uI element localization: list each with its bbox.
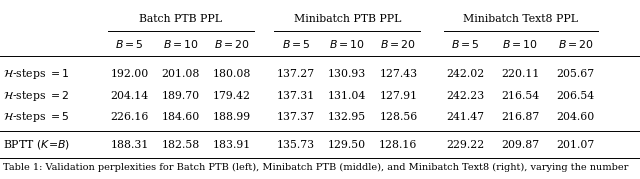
- Text: 129.50: 129.50: [328, 140, 366, 150]
- Text: $\mathcal{H}$-steps $= 2$: $\mathcal{H}$-steps $= 2$: [3, 89, 70, 103]
- Text: 128.56: 128.56: [380, 112, 417, 122]
- Text: 188.99: 188.99: [213, 112, 251, 122]
- Text: 127.91: 127.91: [380, 91, 417, 101]
- Text: 184.60: 184.60: [162, 112, 200, 122]
- Text: 201.08: 201.08: [162, 69, 200, 79]
- Text: 180.08: 180.08: [213, 69, 251, 79]
- Text: 206.54: 206.54: [557, 91, 595, 101]
- Text: 204.60: 204.60: [557, 112, 595, 122]
- Text: $B=5$: $B=5$: [451, 38, 480, 50]
- Text: 220.11: 220.11: [501, 69, 539, 79]
- Text: 216.87: 216.87: [501, 112, 539, 122]
- Text: 189.70: 189.70: [162, 91, 200, 101]
- Text: 188.31: 188.31: [111, 140, 148, 150]
- Text: 242.23: 242.23: [447, 91, 484, 101]
- Text: 241.47: 241.47: [447, 112, 484, 122]
- Text: 204.14: 204.14: [111, 91, 148, 101]
- Text: $B=20$: $B=20$: [557, 38, 594, 50]
- Text: $\mathcal{H}$-steps $= 1$: $\mathcal{H}$-steps $= 1$: [3, 67, 70, 81]
- Text: 137.27: 137.27: [277, 69, 315, 79]
- Text: 128.16: 128.16: [380, 140, 417, 150]
- Text: 137.31: 137.31: [277, 91, 315, 101]
- Text: $B=20$: $B=20$: [380, 38, 417, 50]
- Text: 216.54: 216.54: [501, 91, 539, 101]
- Text: Batch PTB PPL: Batch PTB PPL: [140, 14, 222, 24]
- Text: 127.43: 127.43: [380, 69, 417, 79]
- Text: 229.22: 229.22: [447, 140, 484, 150]
- Text: $\mathcal{H}$-steps $= 5$: $\mathcal{H}$-steps $= 5$: [3, 110, 70, 124]
- Text: 135.73: 135.73: [277, 140, 315, 150]
- Text: 192.00: 192.00: [111, 69, 148, 79]
- Text: 226.16: 226.16: [111, 112, 148, 122]
- Text: 182.58: 182.58: [162, 140, 200, 150]
- Text: 137.37: 137.37: [277, 112, 315, 122]
- Text: $B=20$: $B=20$: [214, 38, 250, 50]
- Text: 205.67: 205.67: [557, 69, 595, 79]
- Text: 209.87: 209.87: [501, 140, 539, 150]
- Text: $B=10$: $B=10$: [163, 38, 199, 50]
- Text: $B=5$: $B=5$: [115, 38, 144, 50]
- Text: Minibatch Text8 PPL: Minibatch Text8 PPL: [463, 14, 578, 24]
- Text: 132.95: 132.95: [328, 112, 366, 122]
- Text: BPTT $(K\!=\!B)$: BPTT $(K\!=\!B)$: [3, 139, 70, 151]
- Text: 179.42: 179.42: [213, 91, 251, 101]
- Text: $B=10$: $B=10$: [329, 38, 365, 50]
- Text: Minibatch PTB PPL: Minibatch PTB PPL: [294, 14, 401, 24]
- Text: 130.93: 130.93: [328, 69, 366, 79]
- Text: $B=5$: $B=5$: [282, 38, 310, 50]
- Text: $B=10$: $B=10$: [502, 38, 538, 50]
- Text: 201.07: 201.07: [557, 140, 595, 150]
- Text: 183.91: 183.91: [213, 140, 251, 150]
- Text: 131.04: 131.04: [328, 91, 366, 101]
- Text: Table 1: Validation perplexities for Batch PTB (left), Minibatch PTB (middle), a: Table 1: Validation perplexities for Bat…: [3, 163, 628, 172]
- Text: 242.02: 242.02: [447, 69, 484, 79]
